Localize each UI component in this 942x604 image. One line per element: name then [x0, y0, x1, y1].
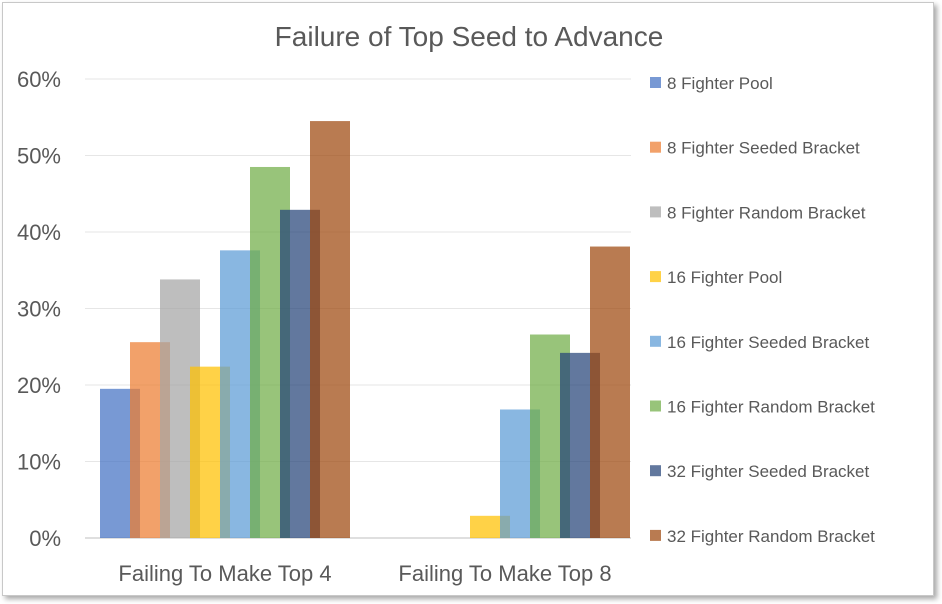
y-tick-label: 0% — [29, 526, 61, 551]
y-tick-label: 30% — [17, 297, 61, 322]
y-tick-label: 40% — [17, 220, 61, 245]
legend-entry: 8 Fighter Seeded Bracket — [667, 139, 860, 158]
legend-swatch — [650, 77, 661, 88]
legend-entry: 8 Fighter Pool — [667, 74, 773, 93]
legend-swatch — [650, 400, 661, 412]
legend-entry: 32 Fighter Random Bracket — [667, 527, 875, 546]
bar — [310, 121, 350, 538]
legend-entry: 32 Fighter Seeded Bracket — [667, 462, 870, 481]
legend: 8 Fighter Pool 8 Fighter Seeded Bracket 8 … — [650, 74, 875, 546]
legend-entry: 16 Fighter Pool — [667, 268, 782, 287]
bar-chart: Failure of Top Seed to Advance 0% 10% 20% 3… — [17, 21, 875, 586]
legend-entry: 16 Fighter Random Bracket — [667, 398, 875, 417]
bar — [590, 246, 630, 538]
y-tick-label: 60% — [17, 67, 61, 92]
chart-title: Failure of Top Seed to Advance — [275, 21, 664, 52]
legend-entry: 8 Fighter Random Bracket — [667, 203, 866, 222]
legend-swatch — [650, 529, 661, 541]
y-tick-label: 10% — [17, 450, 61, 475]
y-axis-tick-labels: 0% 10% 20% 30% 40% 50% 60% — [17, 67, 61, 551]
y-tick-label: 20% — [17, 373, 61, 398]
legend-entry: 16 Fighter Seeded Bracket — [667, 333, 870, 352]
y-tick-label: 50% — [17, 144, 61, 169]
legend-swatch — [650, 141, 661, 153]
x-category-label: Failing To Make Top 4 — [118, 561, 331, 586]
bars — [100, 121, 630, 539]
legend-swatch — [650, 465, 661, 477]
x-category-label: Failing To Make Top 8 — [398, 561, 611, 586]
legend-swatch — [650, 271, 661, 283]
legend-swatch — [650, 335, 661, 347]
legend-swatch — [650, 206, 661, 218]
chart-container: Failure of Top Seed to Advance 0% 10% 20% 3… — [2, 2, 934, 596]
x-axis-category-labels: Failing To Make Top 4 Failing To Make Top… — [118, 561, 611, 586]
